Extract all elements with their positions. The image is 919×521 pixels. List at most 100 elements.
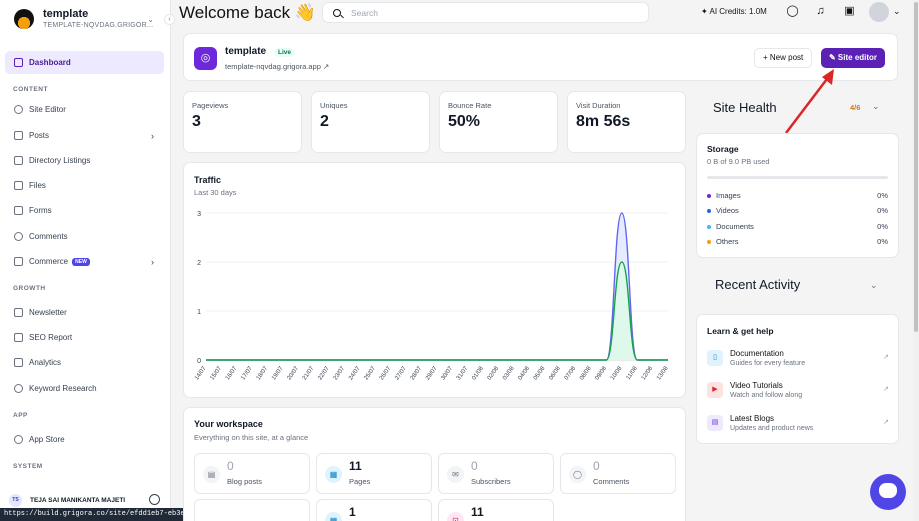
- storage-card: Storage 0 B of 9.0 PB used Images 0% Vide…: [696, 133, 899, 258]
- x-tick-label: 10/08: [610, 365, 624, 381]
- x-tick-label: 20/07: [287, 365, 301, 381]
- chat-icon[interactable]: ◯: [786, 5, 799, 17]
- learn-item-subtitle: Updates and product news: [730, 425, 814, 432]
- logout-icon[interactable]: [149, 494, 160, 505]
- palette-icon: [14, 105, 23, 114]
- avatar[interactable]: [869, 2, 889, 22]
- site-name: template: [43, 8, 89, 20]
- workspace-card: Your workspace Everything on this site, …: [183, 407, 686, 521]
- tile-comments[interactable]: ◯ 0 Comments: [560, 453, 676, 494]
- x-tick-label: 07/08: [564, 365, 578, 381]
- search-input[interactable]: Search: [322, 2, 649, 23]
- tile-products[interactable]: ⊡ 11: [438, 499, 554, 521]
- site-health-title: Site Health: [713, 100, 777, 115]
- chevron-down-icon[interactable]: ⌄: [870, 280, 878, 290]
- sidebar-item-forms[interactable]: Forms: [5, 199, 164, 222]
- stat-label: Bounce Rate: [448, 101, 492, 110]
- sidebar-item-newsletter[interactable]: Newsletter: [5, 301, 164, 324]
- y-tick-label: 1: [197, 309, 201, 316]
- x-tick-label: 25/07: [364, 365, 378, 381]
- scrollbar[interactable]: [913, 0, 919, 521]
- sidebar-item-directory-listings[interactable]: Directory Listings: [5, 149, 164, 172]
- site-url-link[interactable]: template-nqvdag.grigora.app ↗: [225, 62, 330, 71]
- x-tick-label: 14/07: [194, 365, 208, 381]
- play-icon: ▶: [707, 382, 723, 398]
- bell-icon[interactable]: ♫: [816, 5, 825, 17]
- new-badge: NEW: [72, 257, 90, 266]
- learn-item-latest-blogs[interactable]: ▤ Latest Blogs Updates and product news …: [707, 412, 889, 438]
- sidebar-item-files[interactable]: Files: [5, 174, 164, 197]
- sidebar-item-posts[interactable]: Posts ›: [5, 124, 164, 147]
- chat-widget-button[interactable]: [870, 474, 906, 510]
- report-icon: [14, 333, 23, 342]
- stat-value: 8m 56s: [576, 113, 631, 130]
- learn-item-subtitle: Watch and follow along: [730, 392, 803, 399]
- sidebar-item-seo-report[interactable]: SEO Report: [5, 326, 164, 349]
- x-tick-label: 01/08: [471, 365, 485, 381]
- sidebar-item-dashboard[interactable]: Dashboard: [5, 51, 164, 74]
- section-system: SYSTEM: [13, 463, 43, 470]
- x-tick-label: 02/08: [487, 365, 501, 381]
- mail-icon: ✉: [447, 466, 464, 483]
- scrollbar-thumb[interactable]: [914, 2, 918, 332]
- site-title: template: [225, 46, 267, 57]
- x-tick-label: 08/08: [579, 365, 593, 381]
- chevron-down-icon[interactable]: ⌄: [893, 6, 901, 16]
- learn-item-video-tutorials[interactable]: ▶ Video Tutorials Watch and follow along…: [707, 379, 889, 405]
- cart-icon: ⊡: [447, 512, 464, 521]
- tile-label: Subscribers: [471, 477, 511, 486]
- sidebar-item-app-store[interactable]: App Store: [5, 428, 164, 451]
- chevron-down-icon: ⌄: [147, 15, 154, 24]
- user-menu[interactable]: TS TEJA SAI MANIKANTA MAJETI: [0, 485, 171, 515]
- x-tick-label: 22/07: [317, 365, 331, 381]
- top-bar: Welcome back 👋 Search ✦ AI Credits: 1.0M…: [171, 0, 919, 26]
- search-icon: [14, 384, 23, 393]
- layout-icon: ▦: [325, 466, 342, 483]
- tile-apps[interactable]: ▦ 1: [316, 499, 432, 521]
- collapse-sidebar-button[interactable]: ‹: [164, 14, 175, 25]
- tile-count: 11: [471, 505, 484, 519]
- tile-extra[interactable]: [194, 499, 310, 521]
- gift-icon[interactable]: ▣: [844, 5, 855, 17]
- learn-item-subtitle: Guides for every feature: [730, 360, 806, 367]
- new-post-button[interactable]: + New post: [754, 48, 813, 68]
- site-domain: TEMPLATE-NQVDAG.GRIGOR...: [43, 22, 154, 29]
- x-tick-label: 03/08: [502, 365, 516, 381]
- sidebar-item-comments[interactable]: Comments: [5, 225, 164, 248]
- storage-used: 0 B of 9.0 PB used: [707, 157, 770, 166]
- site-switcher[interactable]: template TEMPLATE-NQVDAG.GRIGOR... ⌄: [0, 0, 170, 38]
- learn-item-documentation[interactable]: ▯ Documentation Guides for every feature…: [707, 347, 889, 373]
- storage-row-videos: Videos 0%: [707, 206, 888, 215]
- chevron-right-icon: ›: [151, 130, 154, 141]
- storage-row-documents: Documents 0%: [707, 222, 888, 231]
- recent-activity-title: Recent Activity: [715, 277, 801, 292]
- site-logo: [14, 9, 34, 29]
- stat-card-pageviews: Pageviews 3: [183, 91, 302, 153]
- series-line: [206, 261, 668, 361]
- y-tick-label: 3: [197, 211, 201, 218]
- tile-pages[interactable]: ▦ 11 Pages: [316, 453, 432, 494]
- sidebar-item-analytics[interactable]: Analytics: [5, 351, 164, 374]
- sidebar-item-site-editor[interactable]: Site Editor: [5, 98, 164, 121]
- x-tick-label: 26/07: [379, 365, 393, 381]
- stat-label: Uniques: [320, 101, 348, 110]
- storage-title: Storage: [707, 144, 739, 154]
- chevron-down-icon[interactable]: ⌄: [872, 101, 880, 111]
- tile-subscribers[interactable]: ✉ 0 Subscribers: [438, 453, 554, 494]
- arrow-icon: ↗: [883, 386, 889, 393]
- sidebar-item-commerce[interactable]: Commerce NEW ›: [5, 250, 164, 273]
- tile-count: 0: [227, 459, 234, 473]
- section-app: APP: [13, 412, 28, 419]
- grid-icon: ▦: [325, 512, 342, 521]
- bar-chart-icon: [14, 358, 23, 367]
- traffic-title: Traffic: [194, 175, 222, 185]
- section-growth: GROWTH: [13, 285, 46, 292]
- legend-dot: [707, 194, 711, 199]
- series-area: [206, 213, 668, 360]
- sidebar-item-keyword-research[interactable]: Keyword Research: [5, 377, 164, 400]
- ai-credits[interactable]: ✦ AI Credits: 1.0M: [701, 7, 767, 16]
- x-tick-label: 18/07: [256, 365, 270, 381]
- tile-blog-posts[interactable]: ▤ 0 Blog posts: [194, 453, 310, 494]
- site-editor-button[interactable]: ✎ Site editor: [821, 48, 886, 68]
